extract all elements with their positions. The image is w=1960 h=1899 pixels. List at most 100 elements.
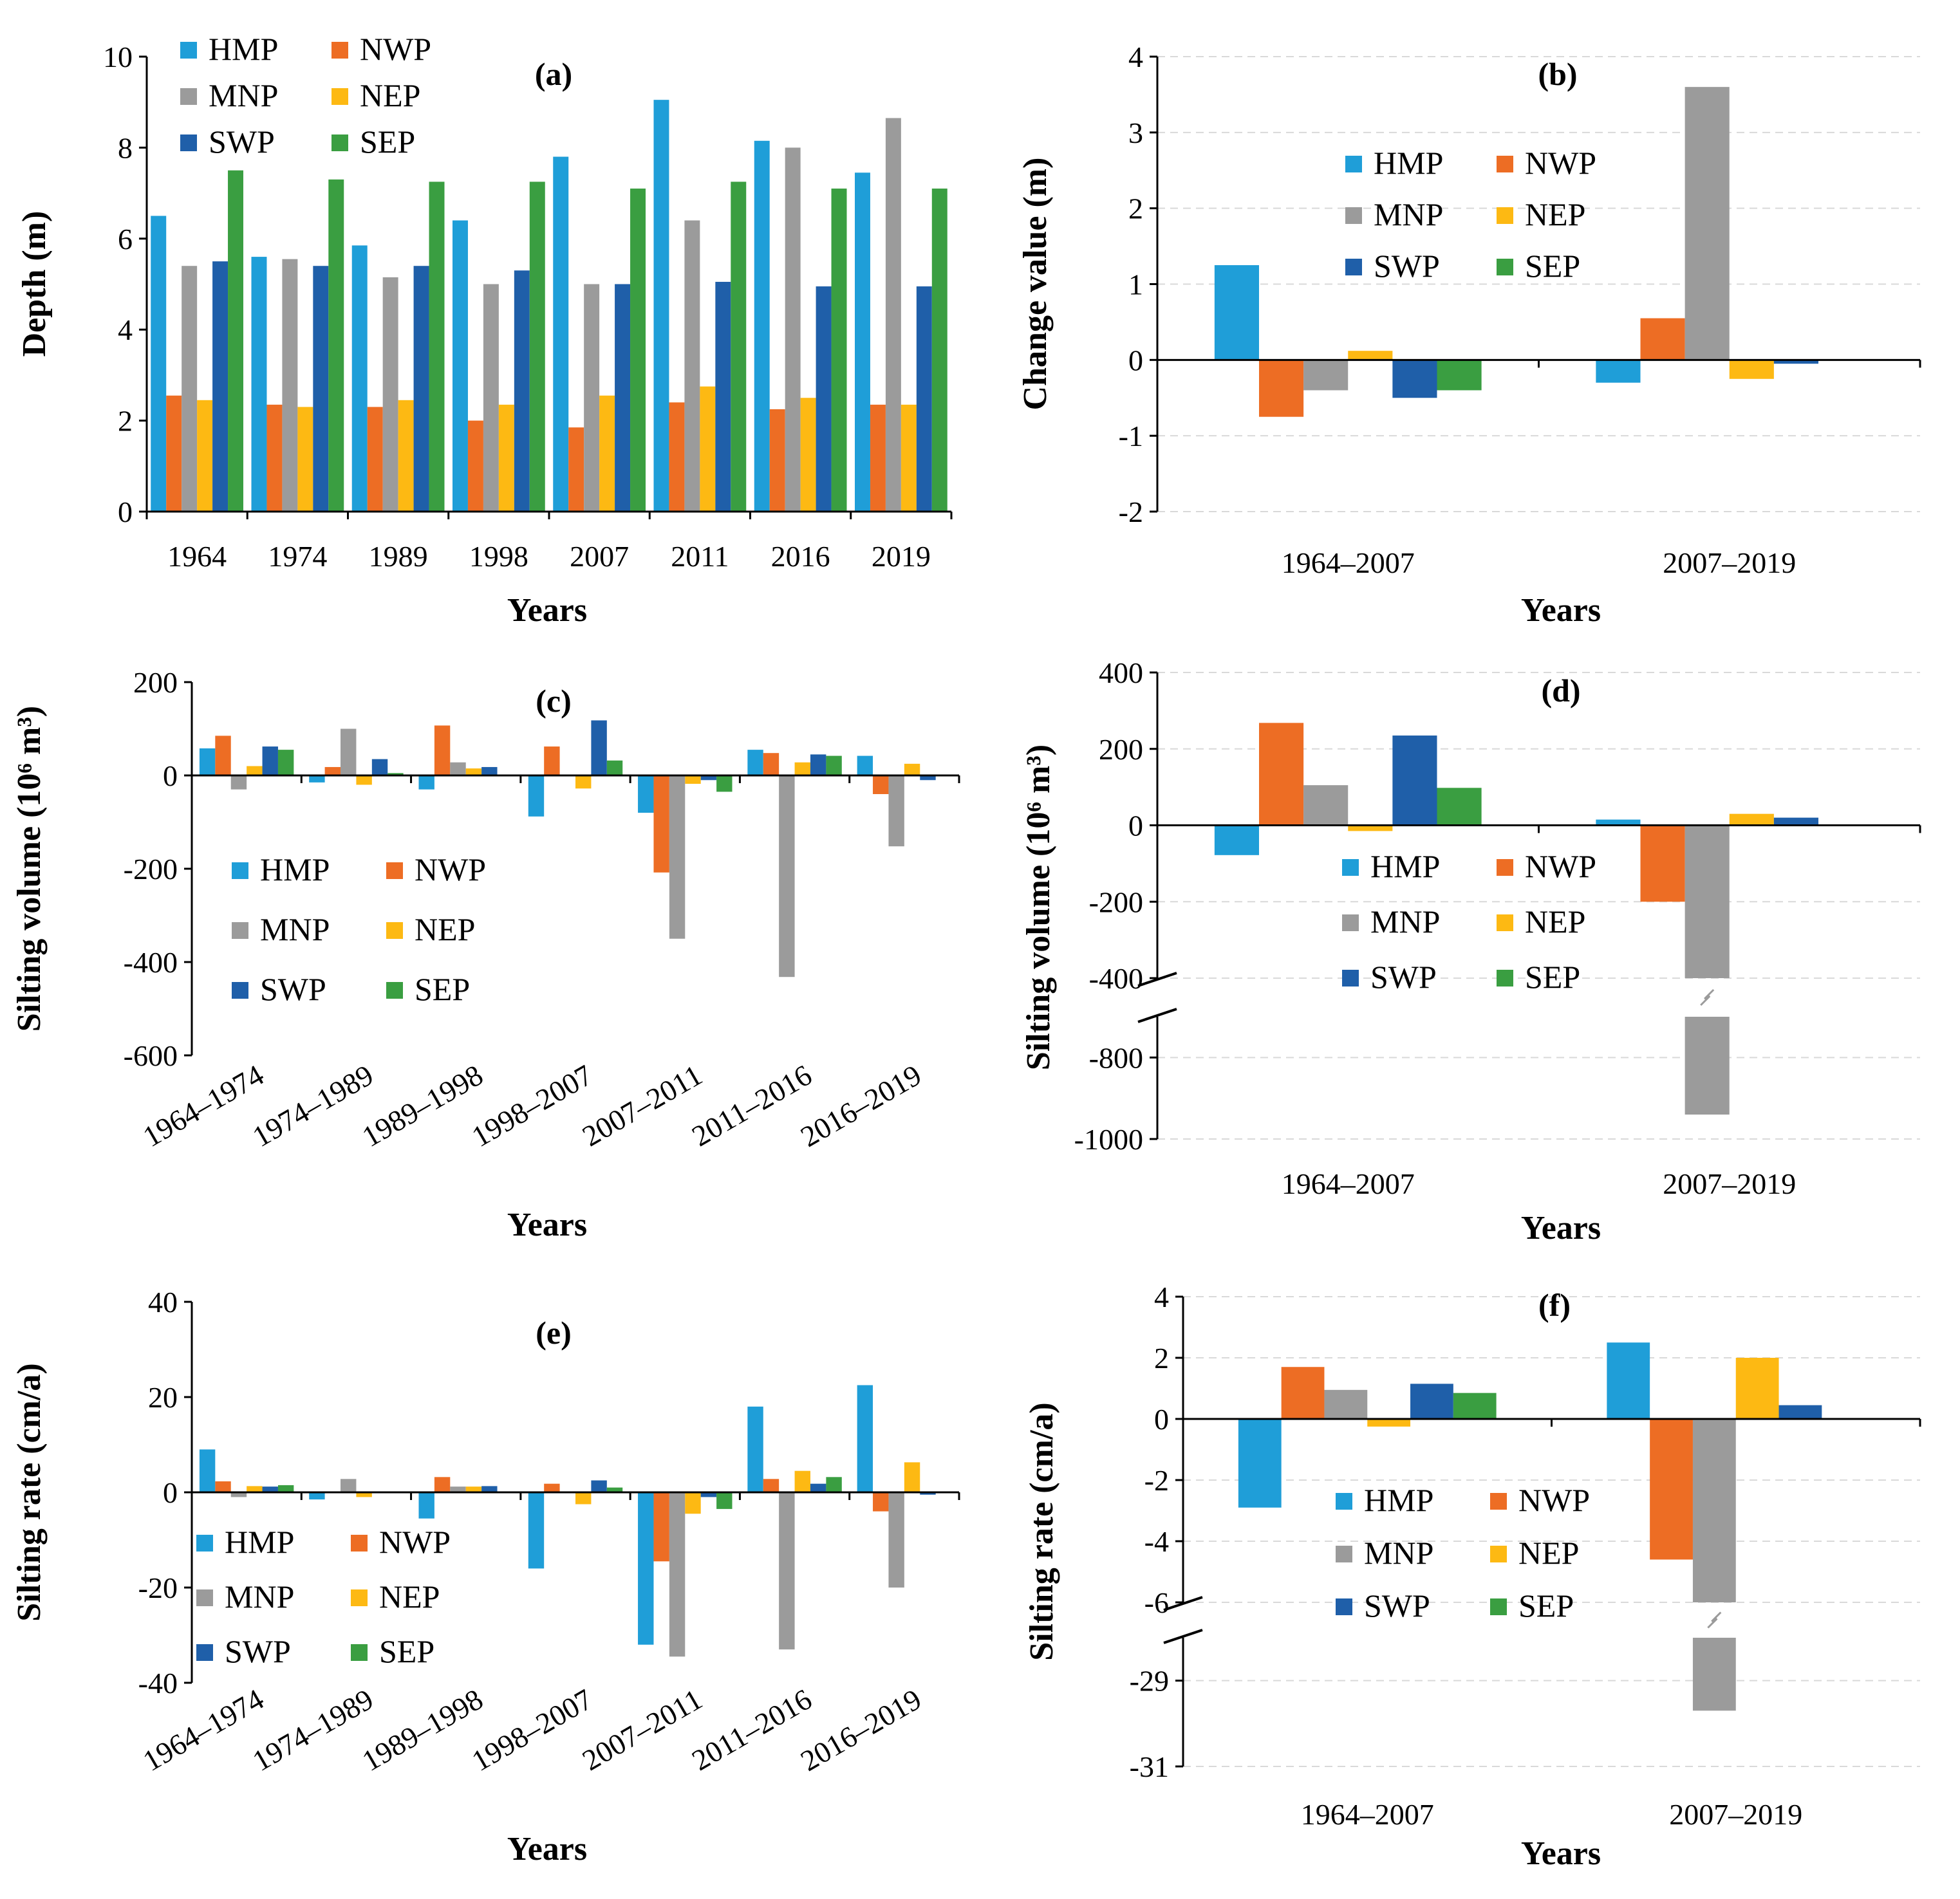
legend-swatch-nwp <box>1490 1493 1507 1510</box>
y-tick-label: -1 <box>1119 420 1143 452</box>
bar-swp <box>810 754 826 775</box>
y-tick-label: -1000 <box>1074 1123 1143 1156</box>
bar-mnp <box>779 1492 795 1650</box>
bar-hmp <box>638 1492 654 1645</box>
bar-mnp <box>888 775 904 847</box>
legend-swatch-nep <box>1497 914 1513 931</box>
bar-swp <box>1773 360 1818 364</box>
y-tick-label: 6 <box>118 223 133 255</box>
bar-sep <box>716 775 733 792</box>
bar-hmp <box>1596 360 1641 383</box>
bar-mnp <box>230 1492 247 1497</box>
bar-sep <box>826 1477 842 1492</box>
bar-swp <box>591 720 607 775</box>
bar-nep <box>465 1487 482 1492</box>
bar-swp <box>700 1492 717 1497</box>
legend-label-swp: SWP <box>225 1633 291 1669</box>
y-tick-label: -20 <box>138 1571 178 1604</box>
legend-swatch-hmp <box>1342 859 1359 876</box>
bar-mnp <box>669 1492 686 1657</box>
legend-label-hmp: HMP <box>1370 848 1440 884</box>
bar-nwp <box>763 1479 779 1492</box>
bar-mnp <box>888 1492 904 1588</box>
y-tick-label: -200 <box>1089 885 1143 918</box>
bar-nwp <box>1281 1367 1325 1419</box>
bar-nep <box>685 775 701 784</box>
bar-mnp <box>779 775 795 977</box>
bar-swp <box>481 1486 498 1492</box>
chart-panel-a: 0 2 4 6 8 10 1964 1974 1989 1998 2007 2011 2016 2019 Y… <box>16 31 953 629</box>
y-tick-label: -6 <box>1144 1586 1169 1619</box>
y-tick-label: -400 <box>1089 962 1143 995</box>
bar-nep <box>794 1470 810 1492</box>
x-axis-title: Years <box>507 1207 587 1243</box>
bar-hmp <box>151 216 167 512</box>
bar-mnp <box>785 147 801 512</box>
bar-nep <box>901 404 917 512</box>
axis-break-mark <box>1163 1596 1203 1611</box>
legend-label-nep: NEP <box>1525 196 1585 232</box>
bar-swp <box>514 270 530 512</box>
legend-swatch-swp <box>1336 1598 1352 1615</box>
legend-swatch-nep <box>331 88 348 105</box>
legend-label-swp: SWP <box>1374 248 1440 284</box>
y-tick-label: 2 <box>1128 192 1143 225</box>
legend-swatch-sep <box>1490 1598 1507 1615</box>
bar-break-mark <box>1707 1611 1722 1629</box>
legend: HMP NWP MNP NEP SWP SEP <box>180 31 431 160</box>
x-tick-label: 1964–2007 <box>1282 546 1415 579</box>
bar-nwp <box>434 725 451 775</box>
bar-sep <box>831 189 847 512</box>
bar-hmp <box>199 1449 216 1492</box>
y-tick-label: 4 <box>118 313 133 346</box>
legend-label-nwp: NWP <box>1525 848 1596 884</box>
bar-sep <box>429 181 445 512</box>
bar-hmp <box>747 1406 763 1492</box>
bar-nwp <box>653 775 669 873</box>
y-tick-label: 0 <box>163 1476 178 1509</box>
bar-sep <box>826 755 842 775</box>
bar-nwp <box>266 404 283 512</box>
chart-panel-d: -1000 -800 -400 -200 0 200 400 1964–2007 2007–20… <box>1020 656 1921 1246</box>
bar-nwp <box>653 1492 669 1562</box>
legend-swatch-nwp <box>386 862 403 879</box>
bar-mnp <box>182 266 198 512</box>
x-axis-title: Years <box>1521 1210 1601 1246</box>
bar-swp <box>615 284 631 512</box>
y-tick-label: 0 <box>1128 344 1143 376</box>
axis-break-mark <box>1137 972 1177 987</box>
legend-swatch-mnp <box>180 88 197 105</box>
bar-hmp <box>1238 1419 1282 1508</box>
y-axis-title: Silting volume (10⁶ m³) <box>11 706 48 1032</box>
bar-mnp <box>1692 1419 1736 1602</box>
legend-label-mnp: MNP <box>1364 1535 1433 1571</box>
bar-nwp <box>1259 723 1304 826</box>
bar-mnp <box>450 762 466 775</box>
bar-nwp <box>763 753 779 775</box>
legend-swatch-sep <box>1497 970 1513 987</box>
bar-mnp <box>885 118 901 512</box>
legend-swatch-nep <box>1490 1546 1507 1562</box>
legend-label-sep: SEP <box>415 971 470 1007</box>
panel-label: (d) <box>1541 672 1580 709</box>
y-axis-title: Silting rate (cm/a) <box>1023 1402 1060 1660</box>
bar-hmp <box>1607 1342 1650 1419</box>
bar-nwp <box>215 736 231 775</box>
panel-label: (f) <box>1538 1287 1571 1323</box>
panel-label: (a) <box>535 56 572 92</box>
bar-sep <box>716 1492 733 1509</box>
bar-swp <box>371 759 388 775</box>
bar-nep <box>575 775 592 789</box>
axis-break-mark <box>1163 1629 1203 1644</box>
y-axis-title: Silting rate (cm/a) <box>11 1363 48 1621</box>
y-tick-label: 4 <box>1128 41 1143 73</box>
bar-nwp <box>215 1481 231 1492</box>
panel-label: (e) <box>536 1315 572 1351</box>
legend-label-mnp: MNP <box>209 77 278 113</box>
y-axis-title: Depth (m) <box>16 211 53 357</box>
x-axis-title: Years <box>1521 1835 1601 1872</box>
legend-label-nep: NEP <box>415 911 475 947</box>
legend-label-nep: NEP <box>1518 1535 1579 1571</box>
bar-nwp <box>1640 825 1685 902</box>
legend-swatch-swp <box>1345 259 1362 275</box>
